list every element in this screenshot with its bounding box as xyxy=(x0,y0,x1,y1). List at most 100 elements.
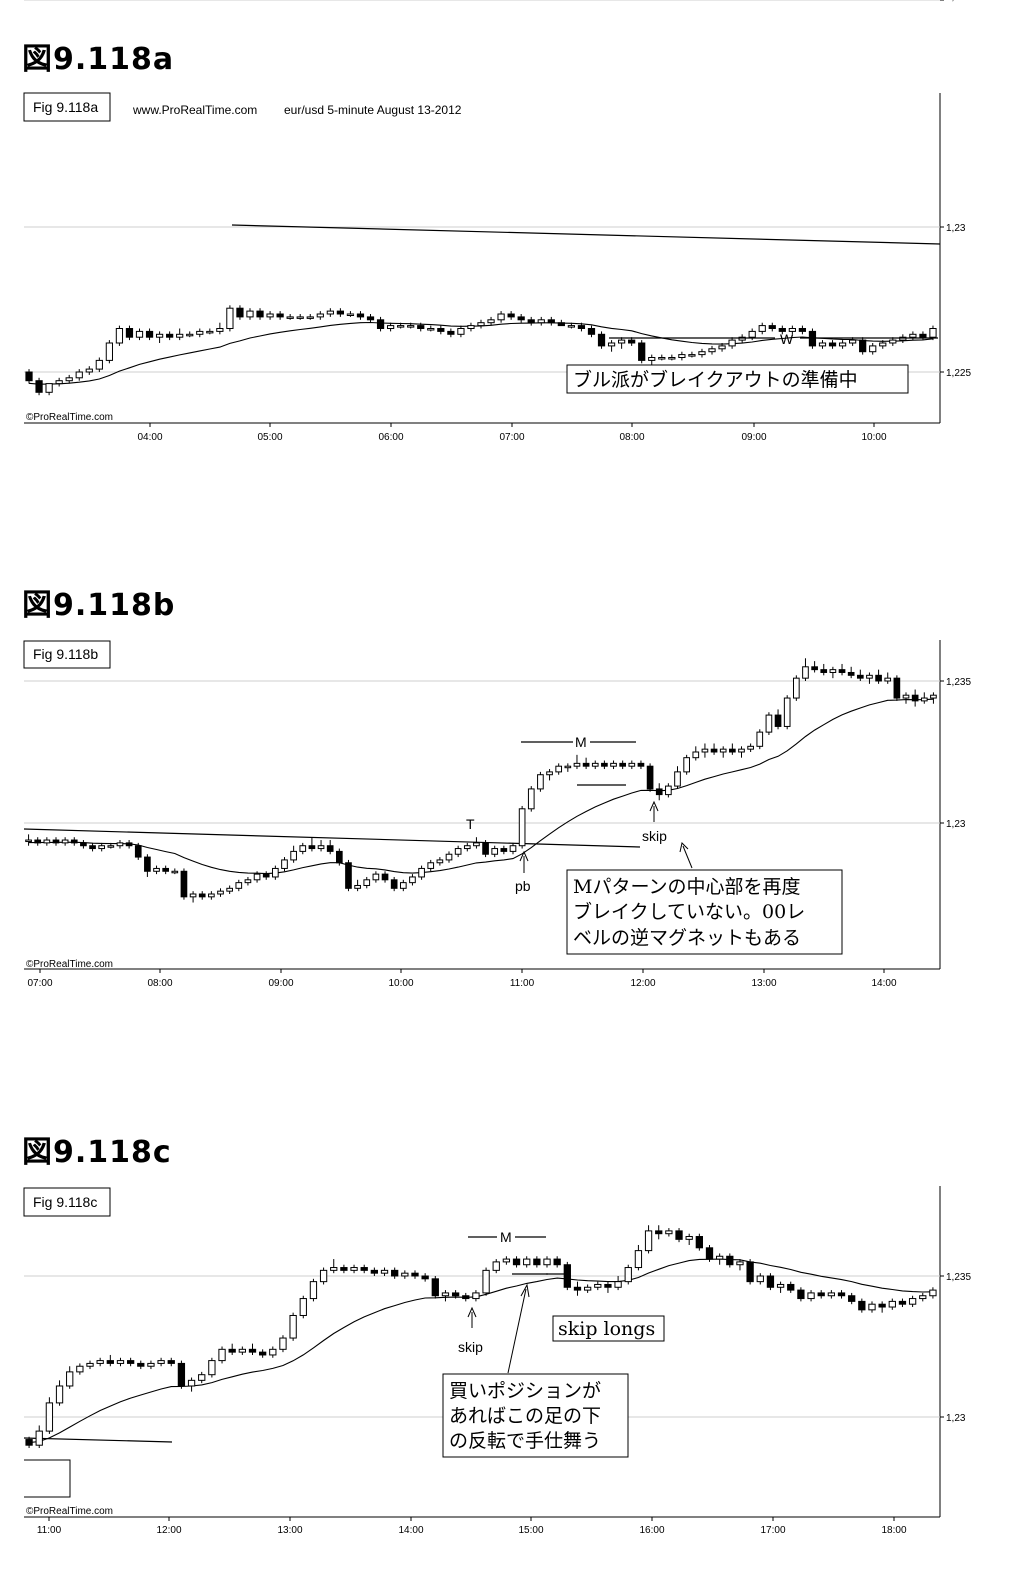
figure-a-source: www.ProRealTime.com xyxy=(132,103,257,117)
candle xyxy=(96,1357,104,1367)
x-tick-label: 06:00 xyxy=(378,432,403,443)
candle xyxy=(583,1284,592,1293)
candle xyxy=(259,1349,267,1358)
candle-body-up xyxy=(618,339,626,344)
candle-body-down xyxy=(145,330,154,338)
x-tick-label: 18:00 xyxy=(881,1525,906,1536)
candle xyxy=(281,857,288,872)
candle xyxy=(226,885,233,894)
candle-body-up xyxy=(678,354,686,359)
candle xyxy=(66,1366,74,1389)
candle-body-up xyxy=(668,357,676,360)
candle xyxy=(208,1357,216,1378)
candle xyxy=(837,1290,846,1299)
candle-body-up xyxy=(269,1348,277,1356)
y-tick-label: 1,235 xyxy=(946,677,971,688)
candle xyxy=(758,322,766,335)
candle xyxy=(665,783,672,798)
candle xyxy=(838,663,846,676)
candle-body-down xyxy=(166,333,174,338)
candle-body-up xyxy=(879,342,887,347)
figure-c-label-m: M xyxy=(500,1229,512,1245)
candle-body-up xyxy=(309,1281,318,1300)
candle xyxy=(272,865,279,880)
candle-body-up xyxy=(98,845,106,850)
candle-body-up xyxy=(218,1348,226,1362)
figure-c-corner-box xyxy=(24,1459,71,1498)
candle-body-down xyxy=(437,328,445,332)
candle xyxy=(55,1380,64,1406)
candle xyxy=(729,743,736,755)
candle xyxy=(884,672,892,684)
candle-body-down xyxy=(80,842,87,847)
candle-body-up xyxy=(527,788,535,810)
figure-c-callout-line-1: 買いポジションが xyxy=(449,1380,601,1402)
candle-body-up xyxy=(86,1362,94,1367)
candle-body-up xyxy=(594,1283,602,1288)
candle-body-up xyxy=(147,1362,155,1367)
candle-body-up xyxy=(217,890,224,895)
candle xyxy=(45,1397,54,1434)
candle-body-up xyxy=(492,1261,500,1271)
candle-body-down xyxy=(858,1300,866,1311)
candle xyxy=(807,1290,815,1302)
candle-body-up xyxy=(427,328,435,331)
candle-body-up xyxy=(929,1289,937,1297)
candle xyxy=(45,383,53,396)
candle-body-up xyxy=(518,808,526,847)
figure-b-trendline xyxy=(23,828,641,848)
candle xyxy=(253,871,261,883)
candle xyxy=(783,695,791,730)
candle xyxy=(335,848,343,866)
candle-body-down xyxy=(655,1230,663,1235)
candle-body-up xyxy=(665,1230,673,1235)
candle-body-down xyxy=(25,1439,33,1446)
figure-b-callout-line-3: ベルの逆マグネットもある xyxy=(573,927,801,949)
candle xyxy=(386,322,395,332)
candle-body-down xyxy=(597,333,606,347)
candle xyxy=(236,305,244,320)
candle xyxy=(726,1253,734,1268)
candle-body-up xyxy=(564,765,572,769)
candle xyxy=(75,369,83,381)
candle xyxy=(296,314,304,320)
candle xyxy=(746,1259,754,1285)
candle xyxy=(674,766,681,789)
candle-body-up xyxy=(765,714,773,733)
candle-body-up xyxy=(523,1258,531,1266)
candle xyxy=(638,340,646,364)
candle-body-up xyxy=(908,1298,917,1305)
figure-b-ema-line xyxy=(28,698,934,875)
figure-a-x-ticks: 04:00 05:00 06:00 07:00 08:00 09:00 10:00 xyxy=(137,423,887,443)
candle xyxy=(346,311,355,317)
candle xyxy=(218,1346,226,1364)
candle-body-up xyxy=(665,785,672,796)
candle-body-down xyxy=(360,1267,368,1271)
candle xyxy=(25,369,33,384)
candle xyxy=(898,1298,907,1308)
candle xyxy=(577,322,586,332)
candle xyxy=(177,1360,186,1389)
candle xyxy=(106,1354,114,1367)
candle-body-down xyxy=(180,870,188,898)
candle xyxy=(685,1233,693,1245)
candle-body-up xyxy=(45,1402,54,1432)
candle xyxy=(308,837,316,852)
candle-body-up xyxy=(718,345,726,350)
candle-body-down xyxy=(512,1258,521,1266)
candle xyxy=(601,760,608,770)
y-tick-label: 1,23 xyxy=(946,223,966,234)
candle xyxy=(418,865,425,880)
candle xyxy=(350,1264,358,1274)
figure-b-pb-arrowhead xyxy=(519,850,529,862)
figure-c-callout-arrowhead xyxy=(520,1283,530,1298)
candle-body-up xyxy=(407,325,415,328)
candle xyxy=(607,340,616,352)
candle-body-down xyxy=(517,316,525,321)
candle-body-up xyxy=(583,1286,592,1291)
candle xyxy=(363,876,371,889)
candle xyxy=(817,1290,825,1299)
candle xyxy=(454,845,462,858)
candle xyxy=(869,343,877,355)
candle xyxy=(802,658,809,681)
